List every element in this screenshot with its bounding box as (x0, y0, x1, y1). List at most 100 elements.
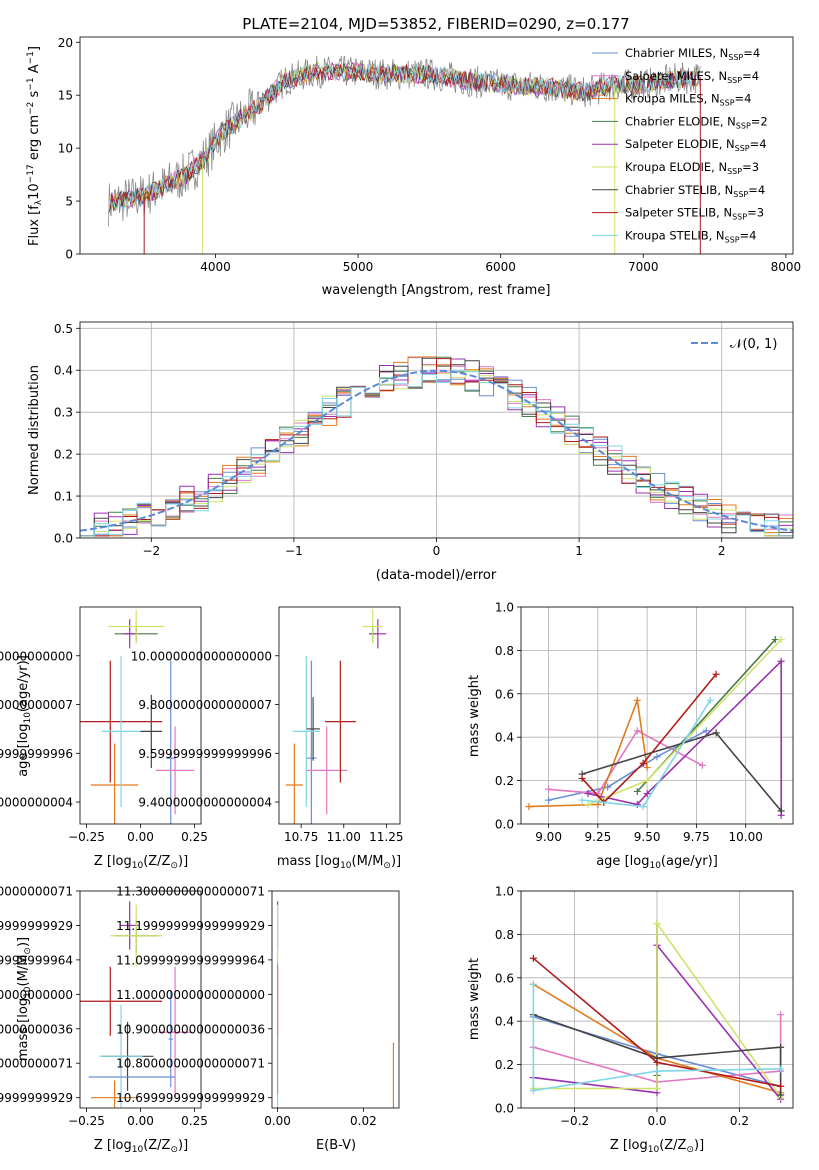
legend-item: Salpeter ELODIE, NSSP=4 (592, 137, 767, 153)
spectrum-frame (79, 36, 794, 255)
legend-label: 𝒩(0, 1) (730, 337, 777, 352)
age-vs-mass-xlabel: mass [log10(M/M⊙)] (277, 854, 401, 871)
legend-item: Chabrier STELIB, NSSP=4 (592, 183, 765, 199)
panel-weight_vs_age: 9.00 9.25 9.50 9.75 10.00 0.0 0.2 0.4 0.6 0.8 1.0 a… (467, 601, 794, 871)
errorbar-point (80, 966, 163, 1036)
weight_vs_age-ytick-label: 1.0 (495, 601, 514, 615)
weight_vs_age-xtick-label: 10.00 (729, 830, 763, 844)
legend-label: Chabrier STELIB, NSSP=4 (625, 183, 765, 199)
residuals-xtick-label: −1 (285, 544, 303, 558)
weight-marker (777, 1091, 785, 1099)
residuals-ytick-label: 0.3 (54, 406, 73, 420)
weight-marker (584, 800, 592, 808)
mass_vs_ebv-xtick-label: 0.02 (350, 1114, 377, 1128)
mass_vs_ebv-ytick-label: 11.30000000000000071 (116, 885, 265, 899)
residuals-xtick-label: 2 (718, 544, 726, 558)
legend-item: Salpeter STELIB, NSSP=3 (592, 206, 764, 222)
errorbar-point (101, 655, 141, 807)
spectrum-plot-area (108, 55, 701, 254)
age_vs_Z-xtick-label: 0.00 (127, 830, 154, 844)
residuals-plot-area (80, 322, 793, 538)
age_vs_mass-xtick-label: 11.00 (327, 830, 361, 844)
mass_vs_ebv-ytick-label: 10.80000000000000071 (116, 1057, 265, 1071)
spectrum-ylabel: Flux [fλ10−17 erg cm−2 s−1 A−1] (26, 46, 44, 246)
weight-marker (584, 790, 592, 798)
weight_vs_Z-xtick-label: 0.2 (730, 1114, 749, 1128)
weight-marker (643, 764, 651, 772)
mass_vs_Z-ytick-label: 11.09999999999999964 (0, 953, 73, 967)
errorbar-point (121, 901, 139, 950)
mass_vs_ebv-ytick-label: 11.19999999999999929 (116, 919, 265, 933)
weight_vs_Z-plot-area (521, 891, 793, 1108)
weight-vs-Z-ylabel: mass weight (467, 958, 482, 1040)
age_vs_mass-xtick-label: 11.25 (369, 830, 403, 844)
weight_vs_Z-ytick-label: 0.0 (495, 1102, 514, 1116)
residuals-ytick-label: 0.1 (54, 490, 73, 504)
residuals-xtick-label: −2 (142, 544, 160, 558)
legend-label: Chabrier ELODIE, NSSP=2 (625, 114, 768, 130)
weight-line-kroupa_stelib (532, 984, 781, 1092)
panel-spectrum: 4000 5000 6000 7000 8000 0 5 10 15 20 PLATE=2104, … (26, 15, 801, 298)
legend-item: Kroupa MILES, NSSP=4 (592, 92, 751, 108)
weight-marker (529, 980, 537, 988)
errorbar-point (306, 660, 317, 824)
age_vs_mass-ytick-label: 10.0000000000000000 (131, 649, 272, 663)
mass_vs_Z-ytick-label: 10.69999999999999929 (0, 1091, 73, 1105)
age_vs_Z-xtick-label: −0.25 (68, 830, 105, 844)
residuals-xtick-label: 0 (433, 544, 441, 558)
weight-marker (653, 753, 661, 761)
legend-label: Salpeter ELODIE, NSSP=4 (625, 137, 767, 153)
errorbar-point (140, 694, 163, 768)
weight-marker (525, 803, 533, 811)
age_vs_Z-ytick-label: 9.5999999999999996 (0, 747, 73, 761)
weight-marker (578, 774, 586, 782)
errorbar-point (155, 726, 195, 815)
mass_vs_ebv-ytick-label: 10.69999999999999929 (116, 1091, 265, 1105)
errorbar-point (362, 609, 383, 644)
weight-marker (777, 1065, 785, 1073)
age_vs_mass-plot-area (285, 609, 387, 824)
mass-vs-Z-ylabel: mass [log10(M/M⊙)] (16, 937, 33, 1061)
mass-vs-ebv-xlabel: E(B-V) (316, 1138, 356, 1153)
weight-line-salpeter_miles (533, 1014, 782, 1083)
errorbar-point (325, 660, 356, 783)
weight-marker (698, 761, 706, 769)
mass_vs_Z-ytick-label: 11.00000000000000000 (0, 988, 73, 1002)
weight-marker (706, 696, 714, 704)
weight_vs_age-ytick-label: 0.0 (495, 818, 514, 832)
errorbar-point (99, 1004, 143, 1108)
weight-marker (529, 1087, 537, 1095)
residuals-xtick-label: 1 (575, 544, 583, 558)
weight-marker (777, 636, 785, 644)
errorbar-point (306, 697, 320, 761)
legend-label: Kroupa ELODIE, NSSP=3 (625, 160, 759, 176)
errorbar-point (80, 660, 163, 783)
weight-marker (529, 954, 537, 962)
residuals-ylabel: Normed distribution (27, 365, 42, 495)
mass_vs_ebv-frame (271, 890, 400, 1109)
mass_vs_Z-ytick-label: 11.19999999999999929 (0, 919, 73, 933)
residuals-legend: 𝒩(0, 1) (691, 337, 777, 352)
errorbar-point (166, 660, 176, 824)
age_vs_Z-ytick-label: 9.8000000000000007 (0, 698, 73, 712)
weight-marker (777, 657, 785, 665)
errorbar-point (369, 619, 387, 649)
weight_vs_Z-xtick-label: 0.0 (647, 1114, 666, 1128)
age_vs_Z-frame (79, 606, 202, 825)
legend-item: Kroupa ELODIE, NSSP=3 (592, 160, 759, 176)
spectrum-legend: Chabrier MILES, NSSP=4 Salpeter MILES, NS… (592, 46, 768, 244)
mass_vs_ebv-plot-area (276, 901, 395, 1108)
legend-label: Kroupa MILES, NSSP=4 (625, 92, 751, 108)
panel-mass_vs_Z: −0.25 0.00 0.25 10.69999999999999929 10.8000… (0, 885, 208, 1156)
weight-line-kroupa_miles (528, 697, 648, 808)
weight-marker (643, 777, 651, 785)
weight-marker (639, 759, 647, 767)
weight-marker (777, 807, 785, 815)
weight-marker (702, 727, 710, 735)
legend-label: Salpeter STELIB, NSSP=3 (625, 206, 764, 222)
age_vs_Z-plot-area (80, 609, 195, 824)
errorbar-point (157, 966, 193, 1098)
age_vs_mass-frame (278, 606, 401, 825)
legend-label: Kroupa STELIB, NSSP=4 (625, 228, 756, 244)
